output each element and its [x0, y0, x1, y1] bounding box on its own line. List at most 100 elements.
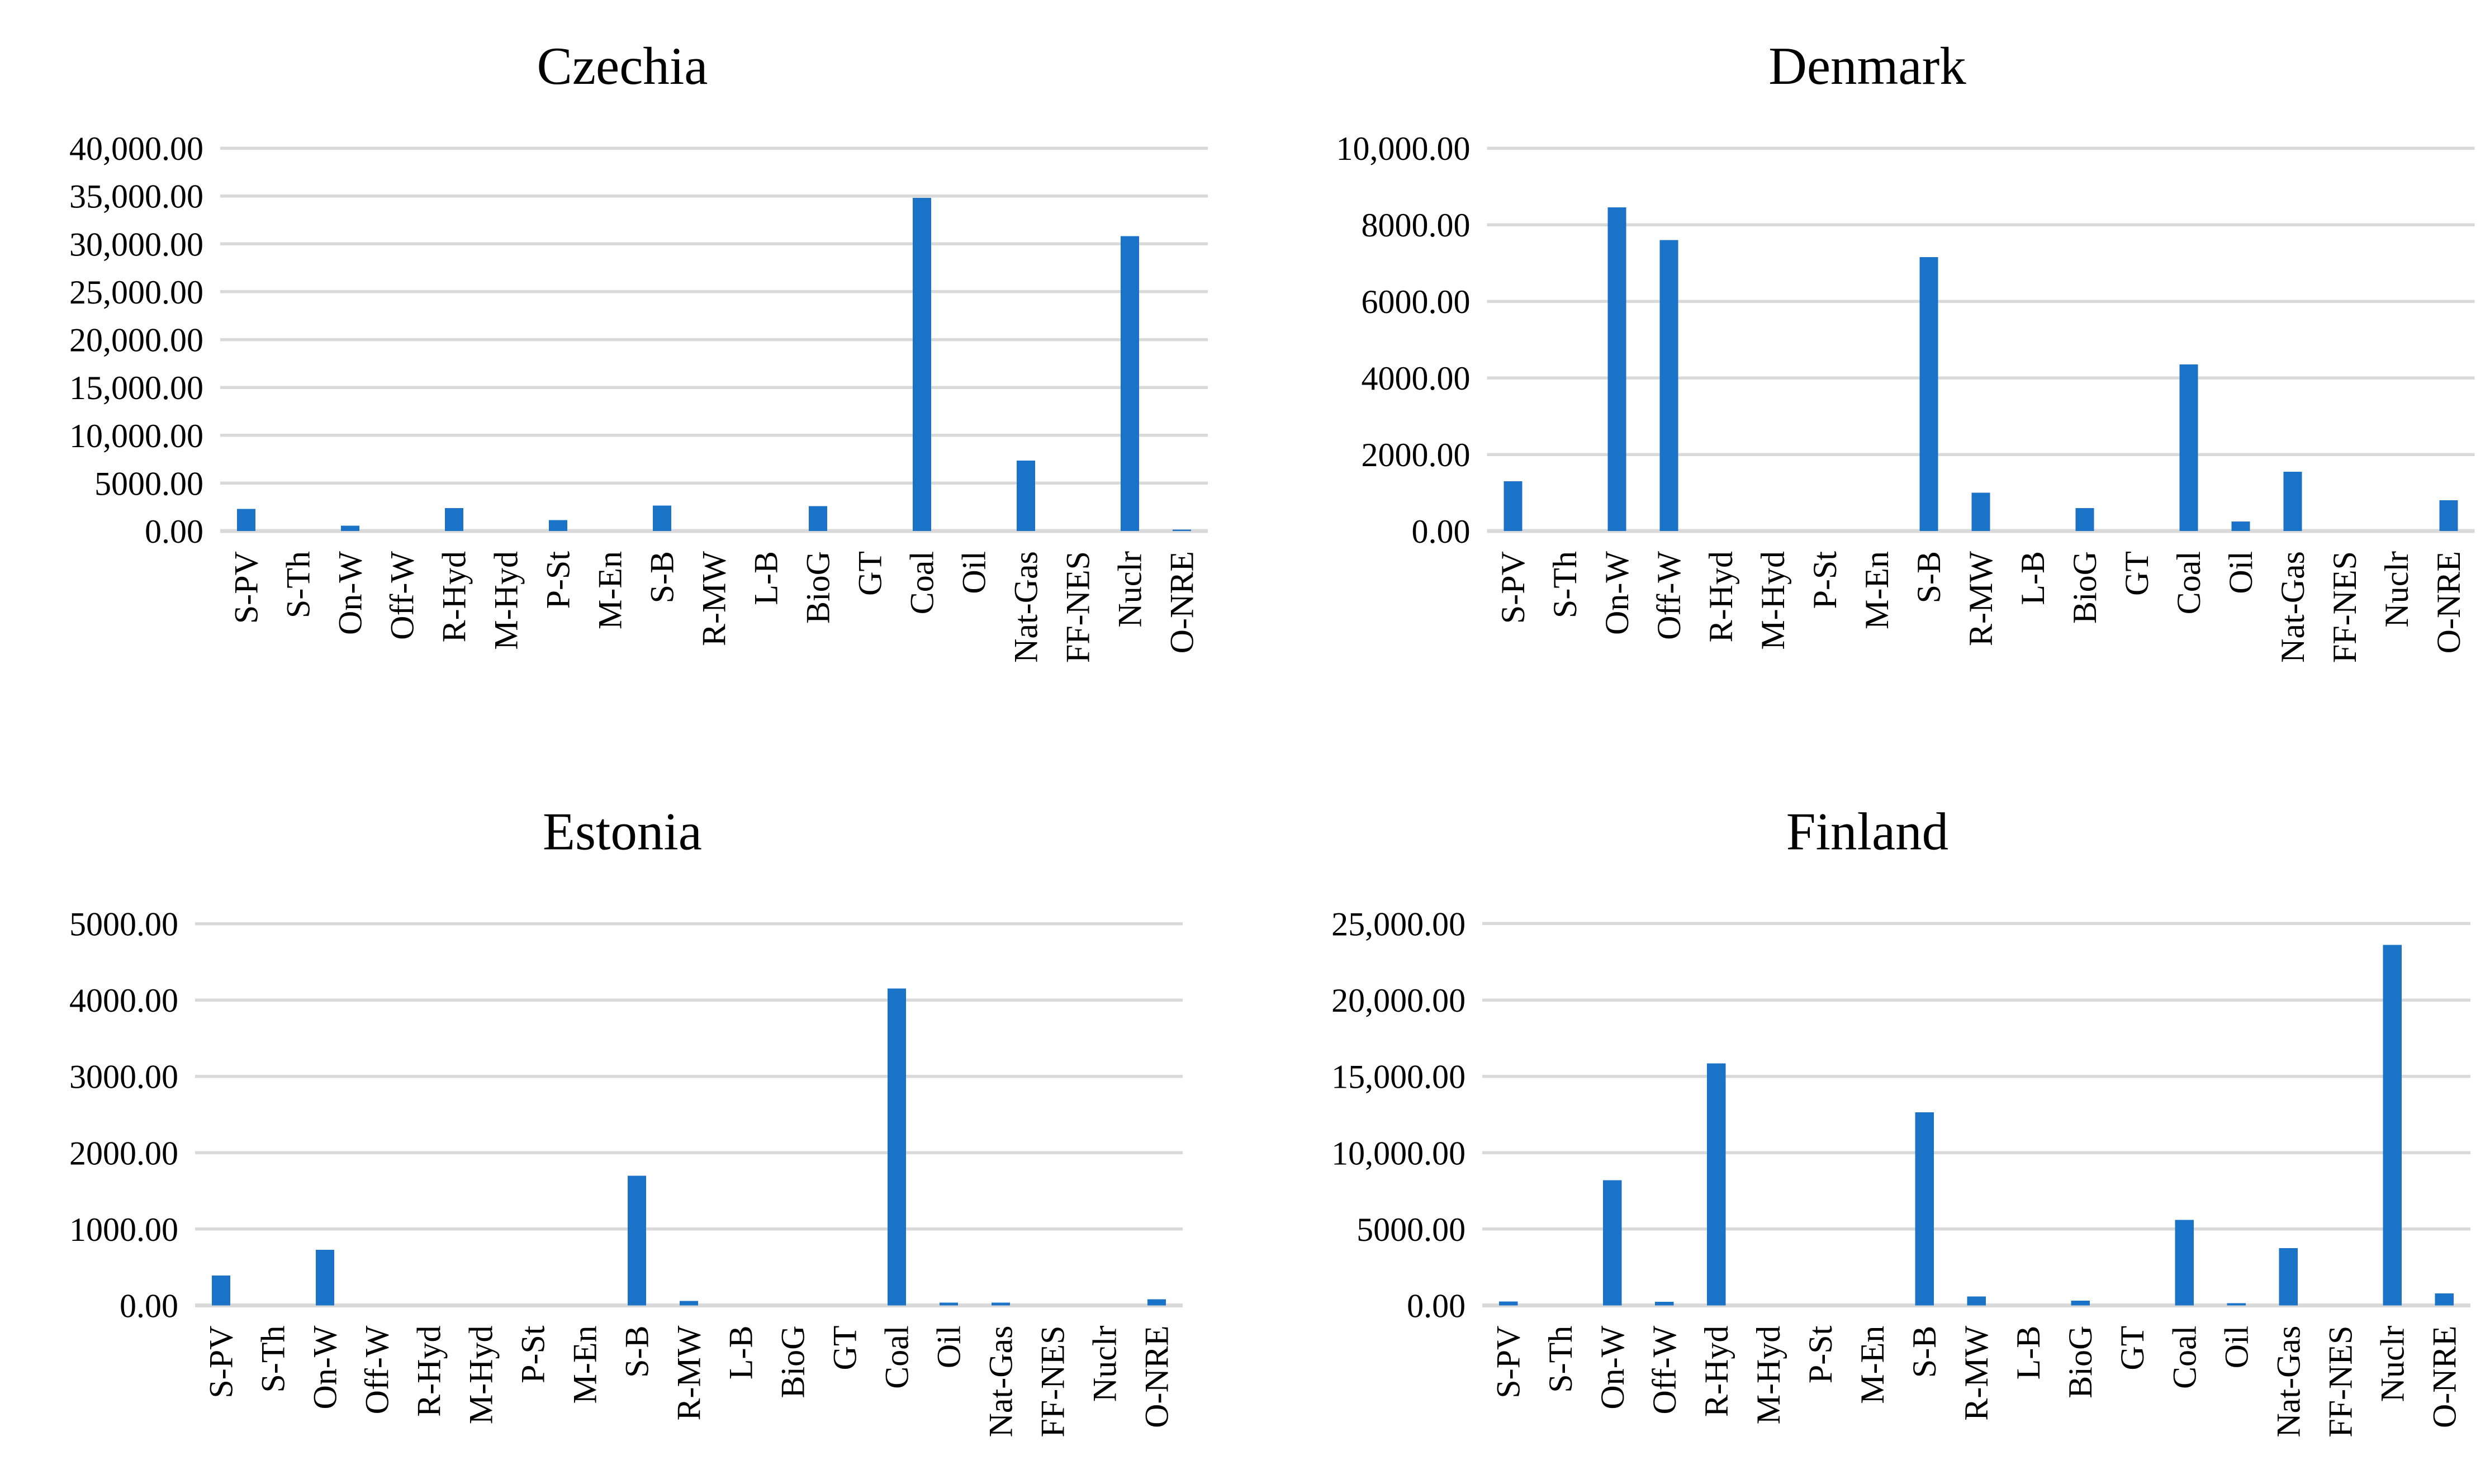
x-category-label: O-NRE [1139, 1326, 1175, 1428]
estonia-bar-chart: 0.00 1000.00 2000.00 3000.00 4000.00 5000.00 S… [69, 802, 1183, 1438]
x-category-label: S-B [1906, 1326, 1943, 1378]
bar-S-B [652, 505, 672, 531]
x-category-label: M-En [1858, 551, 1895, 629]
y-tick-label: 2000.00 [69, 1135, 178, 1172]
y-tick-label: 10,000.00 [69, 418, 203, 454]
x-category-label: Nuclr [2378, 551, 2415, 628]
x-category-label: Nat-Gas [2270, 1326, 2307, 1438]
x-category-label: S-Th [1542, 1326, 1579, 1393]
bar-R-Hyd [444, 508, 464, 531]
x-category-label: R-Hyd [1702, 551, 1739, 642]
bar-Off-W [1659, 240, 1678, 531]
bar-S-PV [1498, 1301, 1518, 1306]
bar-O-NRE [2435, 1293, 2454, 1306]
bar-Oil [2231, 521, 2250, 531]
y-tick-label: 4000.00 [69, 982, 178, 1019]
bar-Nat-Gas [2279, 1248, 2298, 1306]
bar-S-PV [236, 509, 256, 531]
chart-title: Czechia [537, 36, 708, 96]
bar-Nat-Gas [1016, 461, 1036, 531]
bar-Nuclr [1120, 236, 1140, 531]
axis-labels: 0.00 1000.00 2000.00 3000.00 4000.00 5000.00 S… [69, 906, 1175, 1438]
gridlines [1482, 922, 2470, 1308]
x-category-label: M-En [567, 1326, 604, 1404]
x-category-label: M-Hyd [1754, 551, 1791, 650]
y-tick-label: 30,000.00 [69, 226, 203, 263]
x-category-label: L-B [2010, 1326, 2047, 1380]
x-category-label: Off-W [359, 1325, 396, 1414]
y-tick-label: 0.00 [1407, 1288, 1465, 1325]
bars [236, 198, 1192, 531]
bar-R-MW [1967, 1296, 1986, 1306]
axis-labels: 0.00 2000.00 4000.00 6000.00 8000.00 10,000.0… [1336, 130, 2468, 663]
x-category-label: GT [2114, 1326, 2151, 1371]
y-tick-label: 5000.00 [69, 906, 178, 943]
y-tick-label: 25,000.00 [69, 274, 203, 311]
y-tick-label: 0.00 [120, 1288, 178, 1325]
x-category-label: FF-NES [1035, 1326, 1071, 1438]
bar-S-B [627, 1175, 647, 1306]
x-category-label: Nuclr [1112, 551, 1149, 628]
x-category-label: Off-W [384, 551, 421, 640]
x-category-label: P-St [1802, 1325, 1839, 1383]
x-category-label: R-MW [671, 1325, 708, 1420]
x-category-label: L-B [2014, 551, 2051, 605]
bar-Nat-Gas [2283, 471, 2302, 531]
chart-panel-denmark: 0.00 2000.00 4000.00 6000.00 8000.00 10,000.0… [1245, 0, 2490, 742]
bar-On-W [1607, 207, 1626, 531]
y-tick-label: 2000.00 [1362, 437, 1471, 473]
x-category-label: On-W [307, 1325, 344, 1409]
x-category-label: S-Th [1547, 551, 1583, 618]
x-category-label: M-En [592, 551, 629, 629]
x-category-label: M-En [1854, 1326, 1891, 1404]
bars [211, 988, 1166, 1306]
czechia-bar-chart: 0.00 5000.00 10,000.00 15,000.00 20,000.00 25… [69, 36, 1208, 663]
y-tick-label: 40,000.00 [69, 130, 203, 167]
y-tick-label: 15,000.00 [69, 369, 203, 406]
y-tick-label: 0.00 [145, 513, 203, 550]
gridlines [1487, 146, 2475, 533]
y-tick-label: 35,000.00 [69, 178, 203, 215]
chart-title: Estonia [543, 802, 702, 861]
bar-Off-W [1655, 1301, 1674, 1306]
bar-R-Hyd [1707, 1063, 1726, 1306]
y-tick-label: 20,000.00 [1331, 982, 1465, 1019]
x-category-label: L-B [723, 1326, 760, 1380]
x-category-label: FF-NES [2322, 1326, 2359, 1438]
x-category-label: Nuclr [2374, 1326, 2411, 1402]
bar-On-W [315, 1249, 335, 1306]
chart-title: Finland [1786, 802, 1948, 861]
x-category-label: On-W [1599, 551, 1635, 635]
x-category-label: BioG [775, 1326, 812, 1398]
chart-panel-czechia: 0.00 5000.00 10,000.00 15,000.00 20,000.00 25… [0, 0, 1245, 742]
x-category-label: O-NRE [2426, 1326, 2463, 1428]
x-category-label: Coal [904, 551, 941, 614]
x-category-label: M-Hyd [463, 1326, 500, 1425]
x-category-label: M-Hyd [1750, 1326, 1787, 1425]
y-tick-label: 25,000.00 [1331, 905, 1465, 942]
y-tick-label: 0.00 [1412, 513, 1471, 550]
y-tick-label: 20,000.00 [69, 322, 203, 359]
x-category-label: Nuclr [1087, 1325, 1123, 1402]
bar-P-St [548, 520, 568, 531]
x-category-label: L-B [748, 551, 785, 605]
x-category-label: On-W [332, 551, 369, 635]
gridlines [195, 922, 1183, 1307]
bar-Coal [2175, 1220, 2194, 1306]
bar-Oil [939, 1302, 959, 1306]
bar-Coal [887, 988, 907, 1306]
bar-Coal [2179, 364, 2198, 531]
x-category-label: P-St [515, 1325, 552, 1383]
x-category-label: S-B [619, 1326, 656, 1378]
x-category-label: P-St [1806, 551, 1843, 609]
gridlines [220, 146, 1208, 533]
bar-BioG [2071, 1300, 2090, 1306]
x-category-label: Off-W [1650, 551, 1687, 640]
x-category-label: R-Hyd [1698, 1326, 1735, 1417]
x-category-label: S-PV [203, 1326, 240, 1398]
y-tick-label: 5000.00 [94, 465, 203, 502]
chart-panel-estonia: 0.00 1000.00 2000.00 3000.00 4000.00 5000.00 S… [0, 742, 1245, 1484]
x-category-label: Nat-Gas [983, 1326, 1019, 1438]
bar-S-B [1919, 257, 1938, 531]
bar-S-PV [1504, 481, 1523, 531]
